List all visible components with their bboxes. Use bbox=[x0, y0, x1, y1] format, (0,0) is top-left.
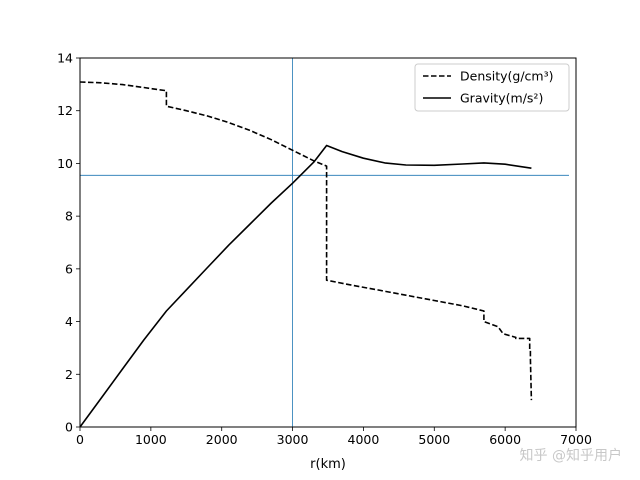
y-tick-label: 6 bbox=[65, 261, 73, 276]
x-tick-label: 2000 bbox=[206, 432, 238, 447]
x-axis-label: r(km) bbox=[310, 457, 346, 472]
legend: Density(g/cm³) Gravity(m/s²) bbox=[414, 63, 570, 112]
gravity-line bbox=[79, 144, 532, 428]
x-tick-label: 0 bbox=[76, 432, 84, 447]
density-line bbox=[79, 81, 533, 401]
legend-box bbox=[414, 63, 570, 112]
legend-label: Density(g/cm³) bbox=[460, 69, 553, 84]
x-axis: 0 1000 2000 3000 4000 5000 6000 7000 bbox=[76, 427, 592, 447]
y-tick-label: 8 bbox=[65, 209, 73, 224]
y-tick-label: 10 bbox=[57, 156, 73, 171]
legend-label: Gravity(m/s²) bbox=[460, 91, 543, 106]
plot-frame bbox=[79, 57, 577, 428]
y-tick-label: 12 bbox=[57, 103, 73, 118]
x-tick-label: 7000 bbox=[560, 432, 592, 447]
y-tick-label: 4 bbox=[65, 314, 73, 329]
x-tick-label: 4000 bbox=[348, 432, 380, 447]
x-tick-label: 3000 bbox=[277, 432, 309, 447]
x-tick-label: 1000 bbox=[135, 432, 167, 447]
y-tick-label: 14 bbox=[57, 51, 73, 66]
x-tick-label: 6000 bbox=[489, 432, 521, 447]
y-axis: 0 2 4 6 8 10 12 14 bbox=[57, 51, 80, 435]
watermark: 知乎 @知乎用户 bbox=[520, 447, 622, 464]
x-tick-label: 5000 bbox=[418, 432, 450, 447]
series-layer bbox=[79, 81, 533, 428]
y-tick-label: 0 bbox=[65, 420, 73, 435]
reference-lines bbox=[80, 58, 569, 427]
y-tick-label: 2 bbox=[65, 367, 73, 382]
